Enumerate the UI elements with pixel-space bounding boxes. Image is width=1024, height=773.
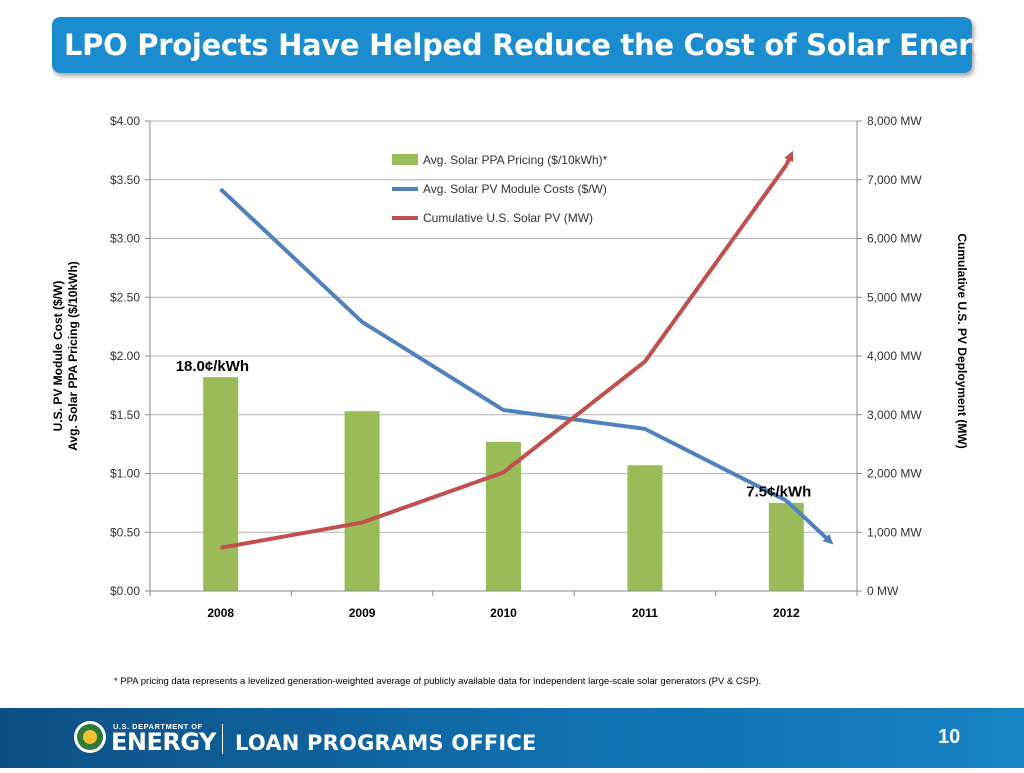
annotation-2012-price: 7.5¢/kWh — [746, 484, 811, 501]
department-label: U.S. DEPARTMENT OF — [113, 722, 203, 731]
y-left-axis-title-line2: Avg. Solar PPA Pricing ($/10kWh) — [66, 261, 80, 451]
legend-label-cumulative-pv: Cumulative U.S. Solar PV (MW) — [423, 211, 593, 225]
module-costs-point — [220, 188, 222, 190]
right-tick-label: 1,000 MW — [867, 525, 922, 539]
legend-label-module-costs: Avg. Solar PV Module Costs ($/W) — [423, 182, 607, 196]
slide-title: LPO Projects Have Helped Reduce the Cost… — [64, 28, 1012, 62]
cumulative-pv-point — [220, 547, 222, 549]
right-tick-label: 3,000 MW — [867, 408, 922, 422]
annotation-2008-price: 18.0¢/kWh — [176, 358, 249, 375]
y-left-axis-title: U.S. PV Module Cost ($/W) — [51, 281, 65, 432]
office-name: LOAN PROGRAMS OFFICE — [235, 731, 537, 755]
bar-2012 — [768, 502, 804, 591]
left-tick-label: $4.00 — [110, 114, 140, 128]
module-costs-point — [785, 500, 787, 502]
cumulative-pv-arrow — [784, 150, 794, 166]
left-tick-label: $3.00 — [110, 232, 140, 246]
module-costs-point — [361, 321, 363, 323]
left-tick-label: $0.00 — [110, 584, 140, 598]
right-tick-label: 2,000 MW — [867, 467, 922, 481]
x-tick-label: 2010 — [490, 606, 517, 620]
left-tick-label: $1.00 — [110, 467, 140, 481]
energy-wordmark: ENERGY — [111, 728, 216, 756]
left-tick-label: $2.00 — [110, 349, 140, 363]
right-tick-label: 7,000 MW — [867, 173, 922, 187]
module-costs-point — [644, 428, 646, 430]
right-tick-label: 4,000 MW — [867, 349, 922, 363]
bar-2009 — [344, 411, 380, 591]
bar-2008 — [203, 377, 239, 591]
cumulative-pv-point — [644, 361, 646, 363]
left-tick-label: $3.50 — [110, 173, 140, 187]
footnote: * PPA pricing data represents a levelize… — [114, 676, 762, 687]
cumulative-pv-point — [503, 471, 504, 473]
doe-seal-icon — [74, 721, 106, 753]
legend-swatch-ppa — [392, 154, 418, 165]
left-tick-label: $1.50 — [110, 408, 140, 422]
x-tick-label: 2009 — [349, 606, 376, 620]
x-tick-label: 2011 — [632, 606, 658, 620]
footer-bar: U.S. DEPARTMENT OF ENERGY LOAN PROGRAMS … — [0, 708, 1024, 768]
footer-divider — [222, 724, 223, 754]
y-right-axis-title: Cumulative U.S. PV Deployment (MW) — [955, 233, 969, 448]
cumulative-pv-point — [361, 522, 363, 524]
right-tick-label: 8,000 MW — [867, 114, 922, 128]
bar-2010 — [486, 441, 521, 591]
module-costs-point — [503, 409, 504, 411]
title-banner: LPO Projects Have Helped Reduce the Cost… — [52, 17, 1012, 73]
right-tick-label: 0 MW — [867, 584, 899, 598]
left-tick-label: $2.50 — [110, 290, 140, 304]
left-tick-label: $0.50 — [110, 525, 140, 539]
legend-label-ppa: Avg. Solar PPA Pricing ($/10kWh)* — [423, 153, 608, 167]
bar-2011 — [627, 465, 663, 591]
right-tick-label: 6,000 MW — [867, 232, 922, 246]
module-costs-arrow — [784, 499, 834, 545]
cumulative-pv-point — [785, 164, 787, 166]
right-tick-label: 5,000 MW — [867, 290, 922, 304]
page-number: 10 — [938, 726, 961, 748]
x-tick-label: 2012 — [773, 606, 800, 620]
x-tick-label: 2008 — [207, 606, 234, 620]
